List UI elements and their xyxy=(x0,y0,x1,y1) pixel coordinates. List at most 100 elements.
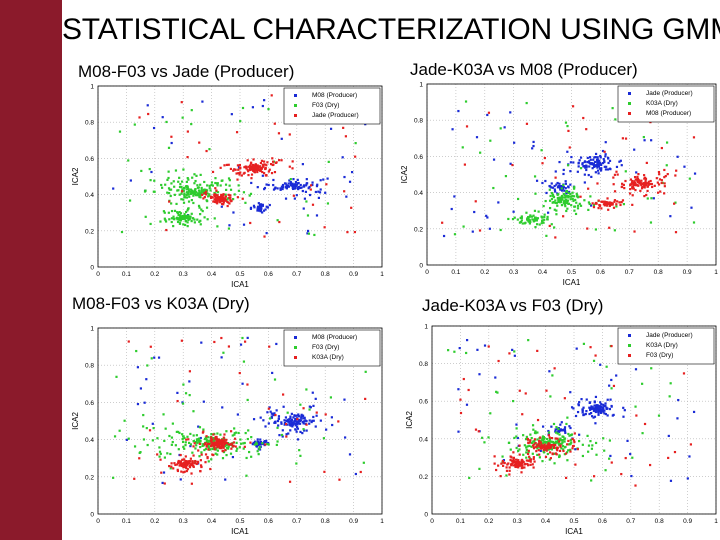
data-point xyxy=(574,198,577,202)
data-point xyxy=(181,437,184,441)
data-point xyxy=(322,437,326,440)
data-point xyxy=(187,193,190,196)
data-point xyxy=(549,395,552,398)
data-point xyxy=(616,173,619,176)
data-point xyxy=(220,179,223,182)
data-point xyxy=(204,447,208,451)
data-point xyxy=(190,109,193,112)
data-point xyxy=(170,220,173,224)
data-point xyxy=(592,409,595,412)
data-point xyxy=(291,185,295,188)
data-point xyxy=(554,440,558,443)
data-point xyxy=(196,439,199,442)
data-point xyxy=(286,411,289,414)
data-point xyxy=(241,197,244,200)
data-point xyxy=(173,185,176,188)
data-point xyxy=(268,168,271,171)
y-tick-label: 0.6 xyxy=(85,400,94,407)
data-point xyxy=(225,438,228,441)
data-point xyxy=(578,439,581,443)
data-point xyxy=(343,398,346,401)
data-point xyxy=(167,211,170,214)
data-point xyxy=(588,165,591,168)
data-point xyxy=(223,439,226,442)
data-point xyxy=(663,176,666,179)
data-point xyxy=(248,168,252,172)
data-point xyxy=(280,137,283,140)
data-point xyxy=(187,438,190,441)
legend-entry: K03A (Dry) xyxy=(312,354,344,361)
data-point xyxy=(218,443,221,446)
data-point xyxy=(157,356,161,359)
data-point xyxy=(184,392,188,395)
data-point xyxy=(192,434,195,437)
data-point xyxy=(542,450,545,453)
data-point xyxy=(191,176,194,179)
data-point xyxy=(567,449,570,452)
data-point xyxy=(597,172,600,175)
data-point xyxy=(532,440,535,443)
data-point xyxy=(573,205,576,208)
data-point xyxy=(250,181,253,185)
data-point xyxy=(660,146,663,150)
data-point xyxy=(364,397,367,401)
data-point xyxy=(573,209,576,212)
data-point xyxy=(195,462,198,466)
data-point xyxy=(129,179,132,182)
data-point xyxy=(603,449,606,452)
data-point xyxy=(216,444,220,447)
data-point xyxy=(564,180,567,183)
data-point xyxy=(181,440,185,444)
data-point xyxy=(348,180,352,183)
data-point xyxy=(302,207,305,210)
data-point xyxy=(203,180,206,184)
data-point xyxy=(197,437,200,441)
data-point xyxy=(198,455,201,458)
data-point xyxy=(301,432,304,435)
data-point xyxy=(225,430,228,433)
data-point xyxy=(474,200,477,203)
data-point xyxy=(300,415,303,418)
data-point xyxy=(185,464,188,468)
data-point xyxy=(219,440,222,443)
data-point xyxy=(556,439,560,442)
data-point xyxy=(177,430,180,434)
data-point xyxy=(622,203,626,206)
x-tick-label: 0.8 xyxy=(654,269,663,276)
data-point xyxy=(596,156,599,159)
data-point xyxy=(266,161,269,164)
data-point xyxy=(583,199,586,202)
data-point xyxy=(651,185,654,189)
data-point xyxy=(562,215,565,218)
data-point xyxy=(232,198,235,201)
data-point xyxy=(645,184,648,187)
data-point xyxy=(583,160,586,164)
data-point xyxy=(256,209,259,212)
data-point xyxy=(207,460,210,463)
data-point xyxy=(569,198,572,201)
data-point xyxy=(232,441,235,444)
data-point xyxy=(255,441,258,444)
data-point xyxy=(299,430,302,434)
data-point xyxy=(261,174,264,177)
data-point xyxy=(252,418,256,421)
data-point xyxy=(239,120,242,123)
y-tick-label: 1 xyxy=(90,326,94,333)
data-point xyxy=(581,410,584,413)
data-point xyxy=(183,436,186,440)
x-tick-label: 0 xyxy=(96,271,100,278)
data-point xyxy=(581,162,584,165)
data-point xyxy=(305,200,308,203)
data-point xyxy=(219,433,222,436)
legend-entry: F03 (Dry) xyxy=(312,102,339,109)
data-point xyxy=(561,444,565,448)
data-point xyxy=(272,163,275,166)
data-point xyxy=(207,195,210,198)
data-point xyxy=(211,184,214,187)
data-point xyxy=(229,167,233,171)
data-point xyxy=(170,182,173,185)
data-point xyxy=(579,204,583,207)
data-point xyxy=(285,435,288,438)
data-point xyxy=(550,197,554,201)
data-point xyxy=(535,217,538,220)
